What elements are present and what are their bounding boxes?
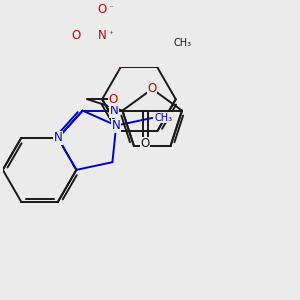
Text: ⁺: ⁺: [109, 30, 113, 39]
Text: O: O: [72, 29, 81, 42]
Text: O: O: [148, 82, 157, 95]
Text: CH₃: CH₃: [173, 38, 191, 49]
Text: N: N: [112, 119, 121, 132]
Text: O: O: [98, 3, 107, 16]
Text: H: H: [110, 99, 118, 109]
Text: ⁻: ⁻: [109, 4, 113, 14]
Text: CH₃: CH₃: [154, 113, 172, 123]
Text: N: N: [98, 29, 106, 42]
Text: O: O: [141, 137, 150, 150]
Text: O: O: [109, 93, 118, 106]
Text: N: N: [110, 104, 118, 117]
Text: N: N: [54, 131, 62, 145]
